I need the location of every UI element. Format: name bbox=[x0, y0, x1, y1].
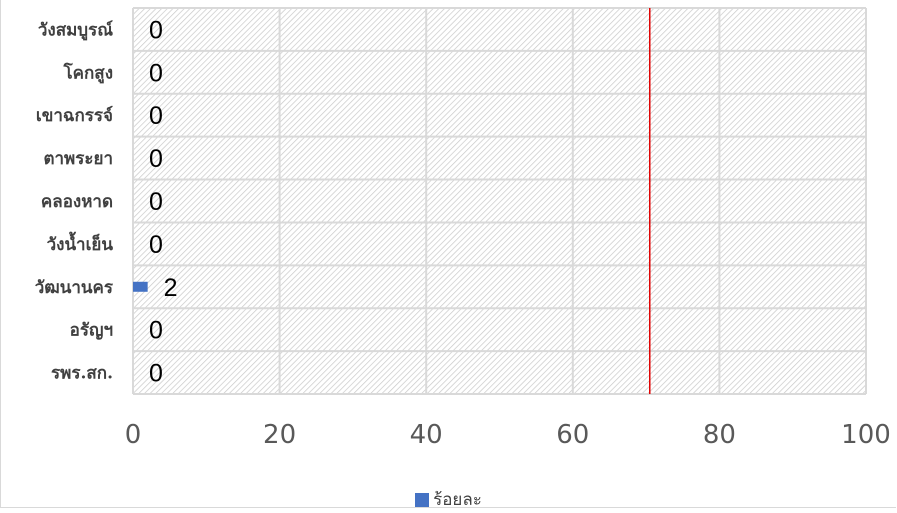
category-label: โคกสูง bbox=[63, 62, 113, 84]
data-label: 0 bbox=[149, 16, 163, 44]
x-tick-label: 20 bbox=[263, 420, 296, 450]
category-label: วังน้ำเย็น bbox=[47, 231, 114, 255]
data-label: 0 bbox=[149, 59, 163, 87]
x-tick-label: 100 bbox=[841, 420, 891, 450]
data-label: 2 bbox=[164, 274, 178, 302]
plot-area bbox=[133, 8, 866, 394]
category-label: ตาพระยา bbox=[43, 149, 113, 169]
bar-chart: วังสมบูรณ์โคกสูงเขาฉกรรจ์ตาพระยาคลองหาดว… bbox=[35, 7, 891, 450]
data-label: 0 bbox=[149, 360, 163, 388]
category-label: อรัญฯ bbox=[70, 321, 113, 341]
category-label: วังสมบูรณ์ bbox=[38, 19, 113, 41]
data-label: 0 bbox=[149, 102, 163, 130]
x-tick-label: 0 bbox=[125, 420, 142, 450]
category-labels: วังสมบูรณ์โคกสูงเขาฉกรรจ์ตาพระยาคลองหาดว… bbox=[35, 19, 114, 383]
legend: ร้อยละ bbox=[0, 486, 897, 513]
data-label: 0 bbox=[149, 231, 163, 259]
data-label: 0 bbox=[149, 188, 163, 216]
x-tick-label: 80 bbox=[703, 420, 736, 450]
data-label: 0 bbox=[149, 145, 163, 173]
legend-label: ร้อยละ bbox=[433, 490, 482, 510]
data-label: 0 bbox=[149, 317, 163, 345]
category-label: รพร.สก. bbox=[51, 364, 113, 384]
gridlines bbox=[132, 7, 867, 395]
category-label: วัฒนานคร bbox=[35, 278, 114, 298]
x-tick-label: 60 bbox=[556, 420, 589, 450]
category-label: คลองหาด bbox=[41, 192, 113, 212]
bar bbox=[133, 281, 148, 292]
category-label: เขาฉกรรจ์ bbox=[36, 105, 113, 126]
legend-swatch bbox=[415, 492, 430, 507]
x-tick-labels: 0 20 40 60 80 100 bbox=[125, 420, 891, 450]
bars bbox=[133, 281, 148, 292]
x-tick-label: 40 bbox=[410, 420, 443, 450]
